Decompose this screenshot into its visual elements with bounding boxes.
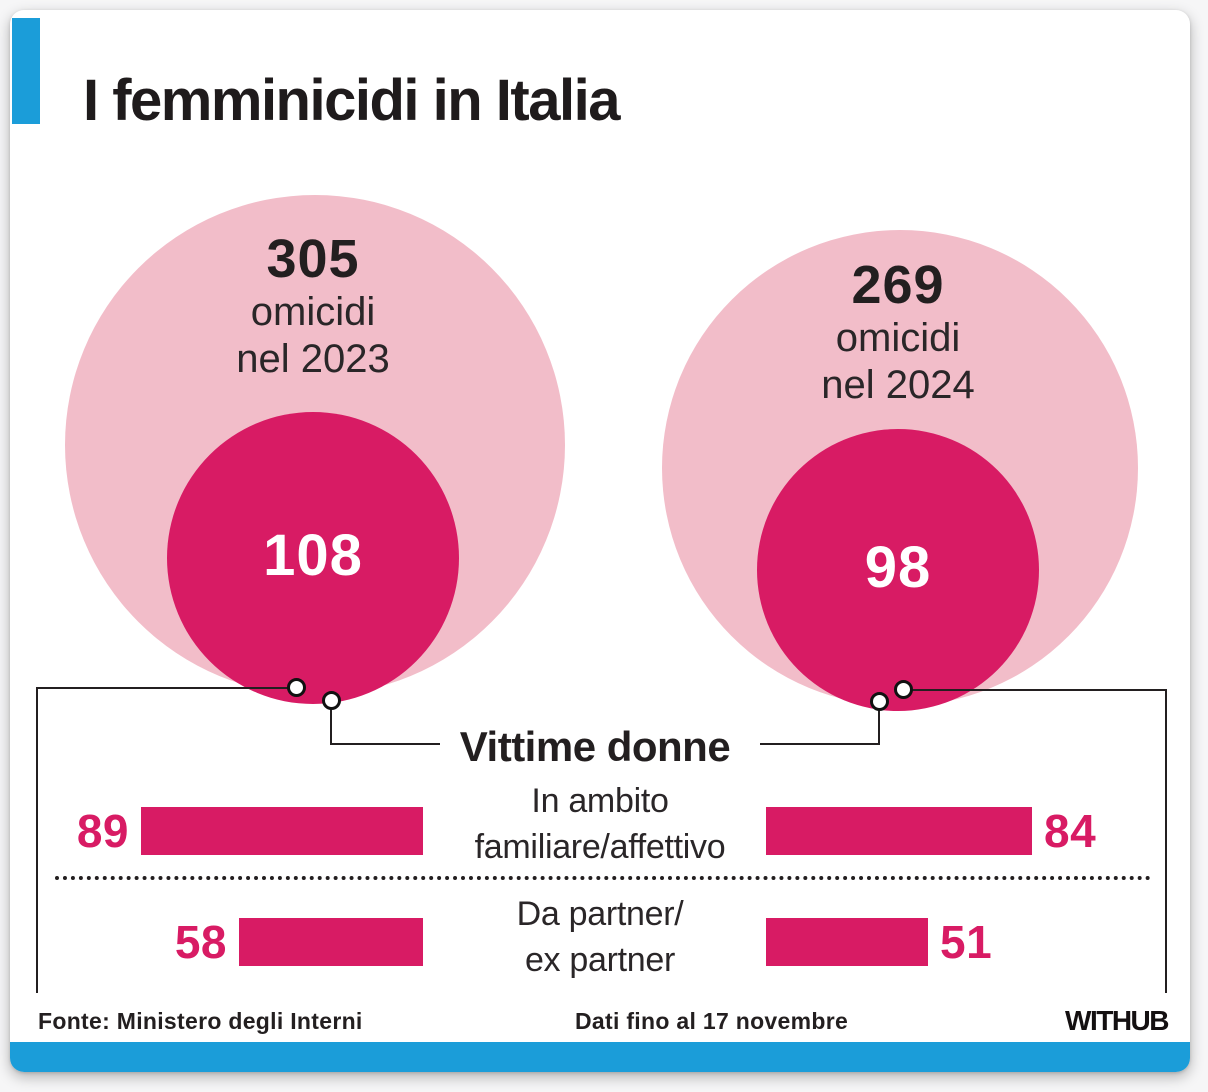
connector-line-left-vertical <box>36 687 38 993</box>
label-line-left <box>330 743 440 745</box>
label-line-right <box>760 743 880 745</box>
circle-2024-sub2: nel 2024 <box>821 363 975 408</box>
circle-2023-women-value: 108 <box>263 523 363 588</box>
bottom-accent-bar <box>10 1042 1190 1072</box>
circle-2024-women-value: 98 <box>864 535 932 600</box>
bar-2023-family <box>141 807 423 855</box>
connector-line-right-vertical <box>1165 689 1167 993</box>
date-note-text: Dati fino al 17 novembre <box>575 1008 849 1034</box>
infographic-card: I femminicidi in Italia 305 omicidi nel … <box>10 10 1190 1072</box>
anchor-dot-2023-inner <box>322 691 341 710</box>
bar-label-partner-line1: Da partner/ <box>516 895 684 933</box>
bar-label-family: In ambito familiare/affettivo <box>423 778 777 870</box>
bar-value-2023-family: 89 <box>76 805 129 857</box>
bar-2024-partner <box>766 918 928 966</box>
bar-label-family-line2: familiare/affettivo <box>474 828 726 866</box>
bar-value-2024-family: 84 <box>1044 805 1097 857</box>
bar-row-family: 89 84 <box>30 805 1170 857</box>
anchor-dot-2024-outer <box>894 680 913 699</box>
circle-2023-label: 305 omicidi nel 2023 <box>163 229 463 383</box>
bar-2023-partner <box>239 918 423 966</box>
anchor-dot-2023-outer <box>287 678 306 697</box>
bar-cell-2024-partner: 51 <box>766 916 1170 968</box>
page-title: I femminicidi in Italia <box>83 68 620 133</box>
circle-2024-total-value: 269 <box>851 255 945 315</box>
circle-2023-sub2: nel 2023 <box>236 337 390 382</box>
title-accent-bar <box>12 18 40 124</box>
connector-line-left-horizontal <box>36 687 298 689</box>
connector-drop-left <box>330 702 332 745</box>
circle-2023-total-value: 305 <box>266 229 360 289</box>
bar-label-partner: Da partner/ ex partner <box>423 891 777 983</box>
bar-cell-2023-partner: 58 <box>30 916 423 968</box>
women-victims-label: Vittime donne <box>459 723 731 770</box>
circle-2024-women <box>757 429 1039 711</box>
circle-2023-women <box>167 412 459 704</box>
circle-2023-sub1: omicidi <box>250 290 376 335</box>
dotted-divider <box>55 876 1151 880</box>
bar-value-2024-partner: 51 <box>940 916 993 968</box>
bar-row-partner: 58 51 <box>30 916 1170 968</box>
circle-2024-label: 269 omicidi nel 2024 <box>748 255 1048 409</box>
connector-line-right-horizontal <box>901 689 1167 691</box>
bar-label-family-line1: In ambito <box>531 782 669 820</box>
source-text: Fonte: Ministero degli Interni <box>38 1008 363 1034</box>
bar-cell-2024-family: 84 <box>766 805 1170 857</box>
circle-2024-sub1: omicidi <box>835 316 961 361</box>
connector-drop-right <box>878 703 880 745</box>
bar-2024-family <box>766 807 1032 855</box>
bar-value-2023-partner: 58 <box>174 916 227 968</box>
bar-cell-2023-family: 89 <box>30 805 423 857</box>
bar-label-partner-line2: ex partner <box>524 941 676 979</box>
anchor-dot-2024-inner <box>870 692 889 711</box>
withub-logo: WITHUB <box>1065 1005 1169 1036</box>
